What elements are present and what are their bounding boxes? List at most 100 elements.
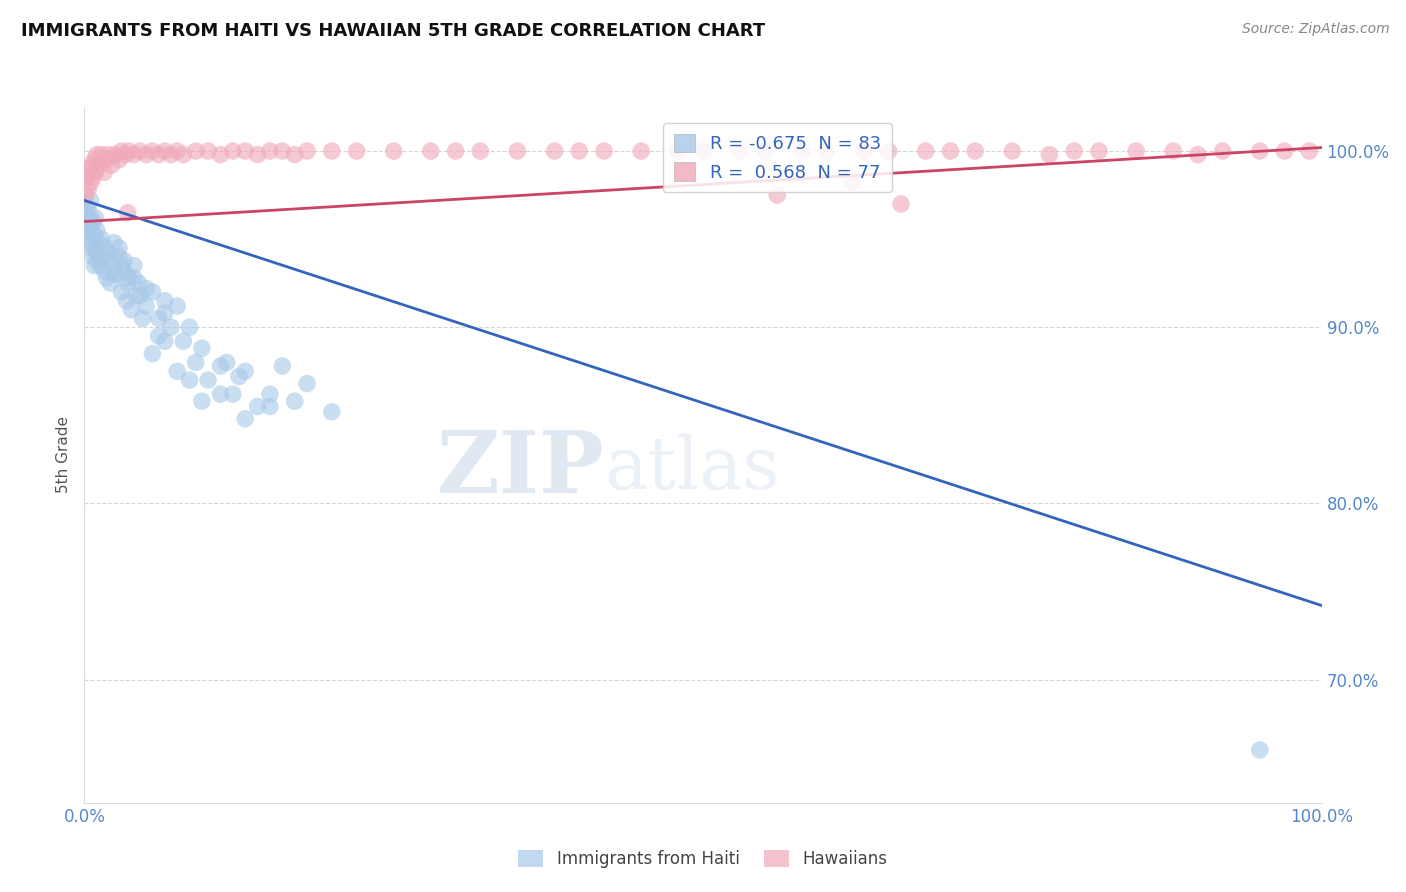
Point [77,214,100,228]
Point [96,271,118,285]
Point [1274,144,1296,158]
Point [77,228,100,243]
Point [153,144,176,158]
Point [568,144,591,158]
Point [131,311,153,326]
Point [83,259,105,273]
Point [80,223,103,237]
Point [135,299,157,313]
Point [103,235,125,250]
Point [852,144,875,158]
Point [122,271,145,285]
Point [79,205,101,219]
Point [197,144,219,158]
Point [166,364,188,378]
Point [692,144,714,158]
Point [153,293,176,308]
Point [79,218,101,232]
Point [79,194,101,208]
Point [141,346,163,360]
Point [346,144,368,158]
Point [87,246,110,260]
Legend: R = -0.675  N = 83, R =  0.568  N = 77: R = -0.675 N = 83, R = 0.568 N = 77 [662,123,891,193]
Y-axis label: 5th Grade: 5th Grade [56,417,72,493]
Point [259,400,281,414]
Point [112,253,135,268]
Point [444,144,467,158]
Point [506,144,529,158]
Point [166,144,188,158]
Point [118,144,141,158]
Point [630,144,652,158]
Point [100,158,122,172]
Point [1249,144,1271,158]
Point [593,144,616,158]
Point [115,293,138,308]
Point [179,320,201,334]
Point [233,412,256,426]
Point [86,253,108,268]
Point [84,165,107,179]
Text: Source: ZipAtlas.com: Source: ZipAtlas.com [1241,22,1389,37]
Point [75,188,97,202]
Point [82,214,104,228]
Point [382,144,405,158]
Point [754,144,776,158]
Point [160,320,183,334]
Point [84,211,107,225]
Point [160,147,183,161]
Point [75,209,97,223]
Point [209,359,232,373]
Point [172,334,194,349]
Point [233,364,256,378]
Point [75,197,97,211]
Point [222,144,245,158]
Point [728,144,751,158]
Point [815,144,838,158]
Point [295,144,318,158]
Point [105,268,128,282]
Point [110,259,132,273]
Point [1212,144,1234,158]
Point [108,241,131,255]
Point [209,387,232,401]
Point [90,232,112,246]
Point [97,253,120,268]
Point [125,288,148,302]
Point [129,144,152,158]
Point [86,223,108,237]
Point [228,369,250,384]
Point [89,235,111,250]
Point [890,197,912,211]
Text: IMMIGRANTS FROM HAITI VS HAWAIIAN 5TH GRADE CORRELATION CHART: IMMIGRANTS FROM HAITI VS HAWAIIAN 5TH GR… [21,22,765,40]
Point [1063,144,1085,158]
Point [82,250,104,264]
Point [1161,144,1184,158]
Point [89,158,111,172]
Point [104,147,127,161]
Point [914,144,936,158]
Point [470,144,492,158]
Point [284,147,307,161]
Point [114,147,136,161]
Point [543,144,565,158]
Point [965,144,987,158]
Text: atlas: atlas [605,434,779,504]
Point [246,400,269,414]
Point [90,147,112,161]
Point [98,147,121,161]
Point [141,144,163,158]
Point [877,144,900,158]
Point [100,259,122,273]
Point [79,235,101,250]
Point [104,268,127,282]
Point [93,165,115,179]
Point [89,259,111,273]
Point [86,147,108,161]
Point [233,144,256,158]
Point [112,264,135,278]
Point [284,394,307,409]
Point [129,288,152,302]
Point [197,373,219,387]
Point [96,153,118,167]
